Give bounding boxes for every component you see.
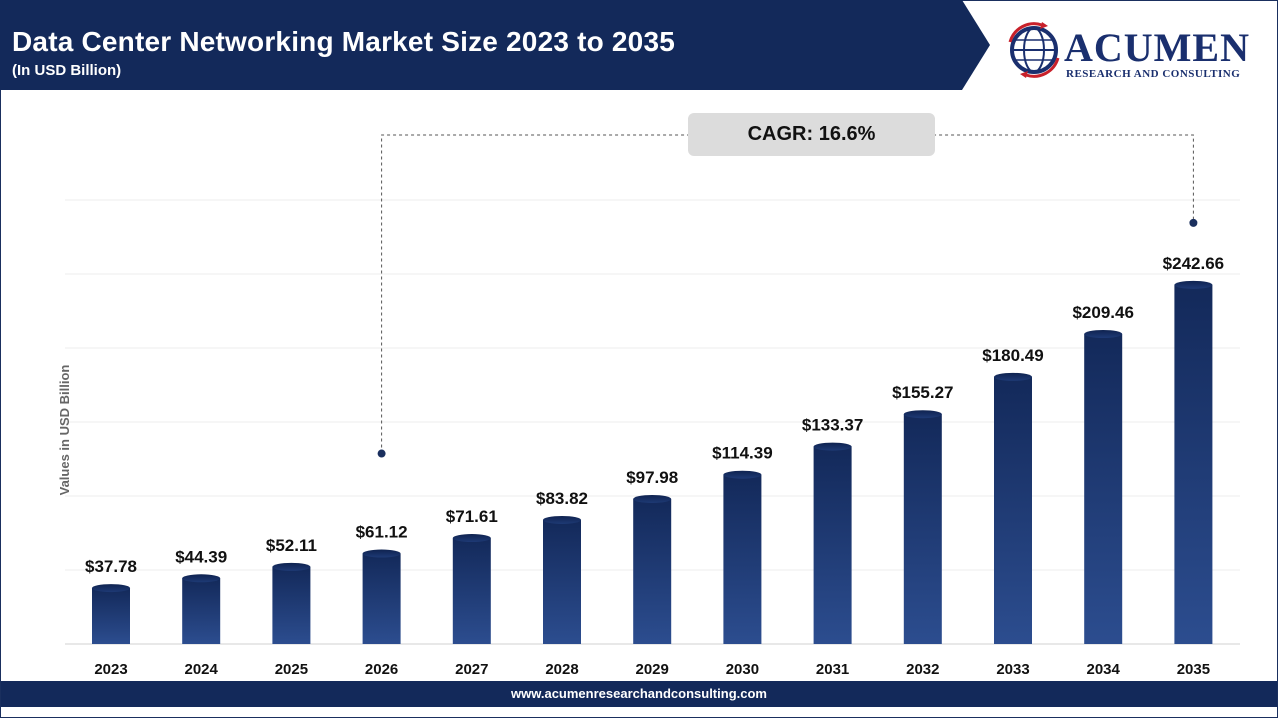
x-tick-label: 2032 — [906, 661, 939, 678]
data-label: $155.27 — [892, 383, 953, 402]
bar-body — [1174, 284, 1213, 644]
cagr-badge: CAGR: 16.6% — [688, 113, 935, 156]
bar-2032 — [903, 410, 942, 644]
bar-cap — [272, 562, 311, 571]
data-labels: $37.78 $44.39 $52.11 $61.12 $71.61 $83.82 $97.… — [85, 254, 1224, 576]
x-tick-label: 2027 — [455, 661, 488, 678]
bar-body — [1084, 333, 1123, 644]
bar-body — [92, 588, 130, 644]
data-label: $37.78 — [85, 557, 137, 576]
bar-body — [903, 414, 942, 644]
data-label: $97.98 — [626, 468, 678, 487]
y-axis-label: Values in USD Billion — [57, 365, 72, 496]
bar-cap — [362, 549, 401, 558]
data-label: $44.39 — [175, 547, 227, 566]
data-label: $114.39 — [712, 444, 773, 463]
bar-cap — [813, 442, 852, 451]
x-tick-label: 2028 — [545, 661, 578, 678]
bar-body — [723, 474, 762, 644]
bar-2025 — [272, 562, 311, 644]
bar-2029 — [633, 494, 672, 644]
bar-cap — [903, 410, 942, 419]
bar-body — [452, 538, 491, 644]
bar-body — [813, 446, 852, 644]
bar-body — [994, 376, 1032, 644]
bar-cap — [92, 584, 130, 593]
cagr-connector — [377, 134, 1198, 458]
x-tick-label: 2033 — [996, 661, 1029, 678]
data-label: $52.11 — [266, 536, 317, 555]
x-tick-label: 2026 — [365, 661, 398, 678]
chart-title: Data Center Networking Market Size 2023 … — [12, 26, 675, 57]
cagr-dot-end — [1189, 218, 1198, 227]
bar-cap — [182, 574, 221, 583]
bar-body — [182, 578, 221, 644]
chart-subtitle: (In USD Billion) — [12, 62, 122, 79]
bar-cap — [452, 534, 491, 543]
bars — [92, 280, 1213, 644]
bar-body — [543, 519, 581, 644]
bar-2028 — [543, 515, 581, 644]
data-label: $61.12 — [356, 523, 408, 542]
x-tick-label: 2030 — [726, 661, 759, 678]
bar-2035 — [1174, 280, 1213, 644]
bar-2027 — [452, 534, 491, 644]
data-label: $71.61 — [446, 507, 498, 526]
bar-2031 — [813, 442, 852, 644]
x-tick-label: 2029 — [636, 661, 669, 678]
header-banner — [0, 0, 990, 90]
bar-body — [362, 553, 401, 644]
bar-body — [633, 498, 672, 644]
cagr-dot-start — [377, 449, 386, 458]
bar-2030 — [723, 470, 762, 644]
data-label: $242.66 — [1163, 254, 1224, 273]
data-label: $133.37 — [802, 416, 863, 435]
cagr-line — [381, 134, 1194, 454]
bar-2033 — [994, 372, 1032, 644]
x-tick-label: 2024 — [185, 661, 219, 678]
bar-2023 — [92, 584, 130, 644]
logo-wordmark: ACUMEN — [1064, 25, 1250, 70]
bar-2034 — [1084, 329, 1123, 644]
x-tick-label: 2025 — [275, 661, 308, 678]
x-tick-label: 2031 — [816, 661, 849, 678]
bar-cap — [633, 494, 672, 503]
x-axis-ticks: 2023 2024 2025 2026 2027 2028 2029 2030 2031 2032… — [94, 661, 1210, 678]
bar-cap — [994, 372, 1032, 381]
footer-bar: www.acumenresearchandconsulting.com — [1, 681, 1277, 707]
x-tick-label: 2035 — [1177, 661, 1210, 678]
bar-2024 — [182, 574, 221, 644]
bar-cap — [1084, 329, 1123, 338]
x-tick-label: 2034 — [1087, 661, 1121, 678]
bar-cap — [723, 470, 762, 479]
bar-2026 — [362, 549, 401, 644]
bar-body — [272, 566, 311, 644]
data-label: $83.82 — [536, 489, 588, 508]
bar-cap — [543, 515, 581, 524]
x-tick-label: 2023 — [94, 661, 127, 678]
data-label: $209.46 — [1072, 303, 1133, 322]
logo-tagline: RESEARCH AND CONSULTING — [1066, 68, 1241, 80]
data-label: $180.49 — [982, 346, 1043, 365]
brand-logo: ACUMEN RESEARCH AND CONSULTING — [1000, 18, 1270, 82]
bar-cap — [1174, 280, 1213, 289]
globe-icon — [1008, 22, 1060, 78]
footer-url[interactable]: www.acumenresearchandconsulting.com — [511, 686, 767, 701]
